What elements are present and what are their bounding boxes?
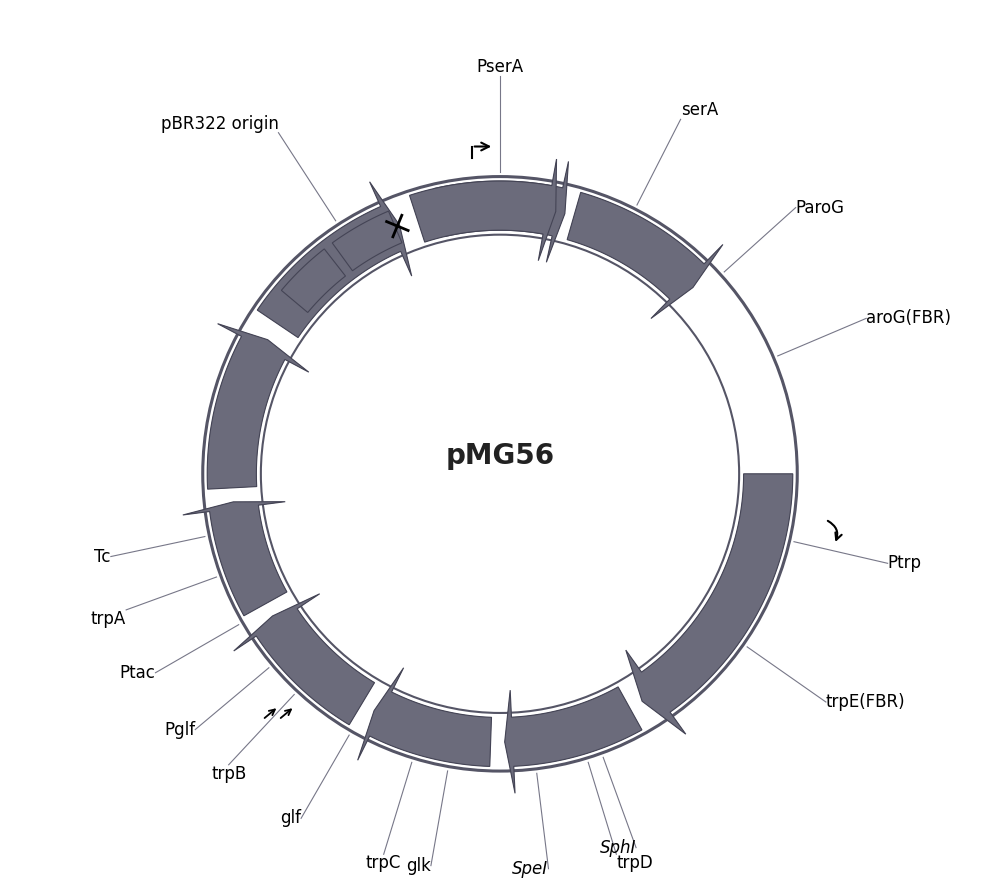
Text: serA: serA bbox=[681, 101, 718, 120]
Text: SpeI: SpeI bbox=[512, 860, 548, 878]
Polygon shape bbox=[234, 594, 375, 725]
Polygon shape bbox=[183, 502, 287, 616]
Text: trpD: trpD bbox=[616, 855, 653, 873]
Text: pBR322 origin: pBR322 origin bbox=[161, 114, 278, 132]
Polygon shape bbox=[410, 159, 557, 261]
Polygon shape bbox=[332, 211, 402, 271]
Polygon shape bbox=[183, 502, 287, 616]
Polygon shape bbox=[626, 474, 793, 734]
Polygon shape bbox=[257, 181, 412, 338]
Polygon shape bbox=[626, 474, 793, 734]
Polygon shape bbox=[567, 192, 723, 318]
Text: Pglf: Pglf bbox=[164, 721, 195, 738]
Text: Tc: Tc bbox=[94, 547, 111, 566]
Text: trpA: trpA bbox=[91, 610, 126, 628]
Text: trpC: trpC bbox=[366, 855, 401, 873]
Polygon shape bbox=[410, 159, 557, 261]
Polygon shape bbox=[207, 324, 309, 489]
Text: Ptac: Ptac bbox=[120, 663, 155, 682]
Text: pMG56: pMG56 bbox=[445, 442, 555, 470]
Polygon shape bbox=[281, 249, 345, 313]
Polygon shape bbox=[358, 668, 491, 766]
Polygon shape bbox=[434, 162, 568, 262]
Polygon shape bbox=[567, 192, 723, 318]
Text: trpB: trpB bbox=[211, 764, 246, 783]
Polygon shape bbox=[434, 162, 568, 262]
Polygon shape bbox=[234, 594, 375, 725]
Text: PserA: PserA bbox=[476, 58, 524, 76]
Polygon shape bbox=[257, 181, 412, 338]
Polygon shape bbox=[207, 324, 309, 489]
Text: glk: glk bbox=[406, 856, 431, 874]
Polygon shape bbox=[505, 687, 642, 793]
Text: SphI: SphI bbox=[600, 839, 636, 856]
Polygon shape bbox=[505, 687, 642, 793]
Text: trpE(FBR): trpE(FBR) bbox=[826, 693, 906, 711]
Text: glf: glf bbox=[280, 809, 301, 827]
Text: aroG(FBR): aroG(FBR) bbox=[866, 309, 951, 327]
Polygon shape bbox=[358, 668, 491, 766]
Text: Ptrp: Ptrp bbox=[888, 554, 922, 572]
Text: ParoG: ParoG bbox=[796, 198, 845, 216]
